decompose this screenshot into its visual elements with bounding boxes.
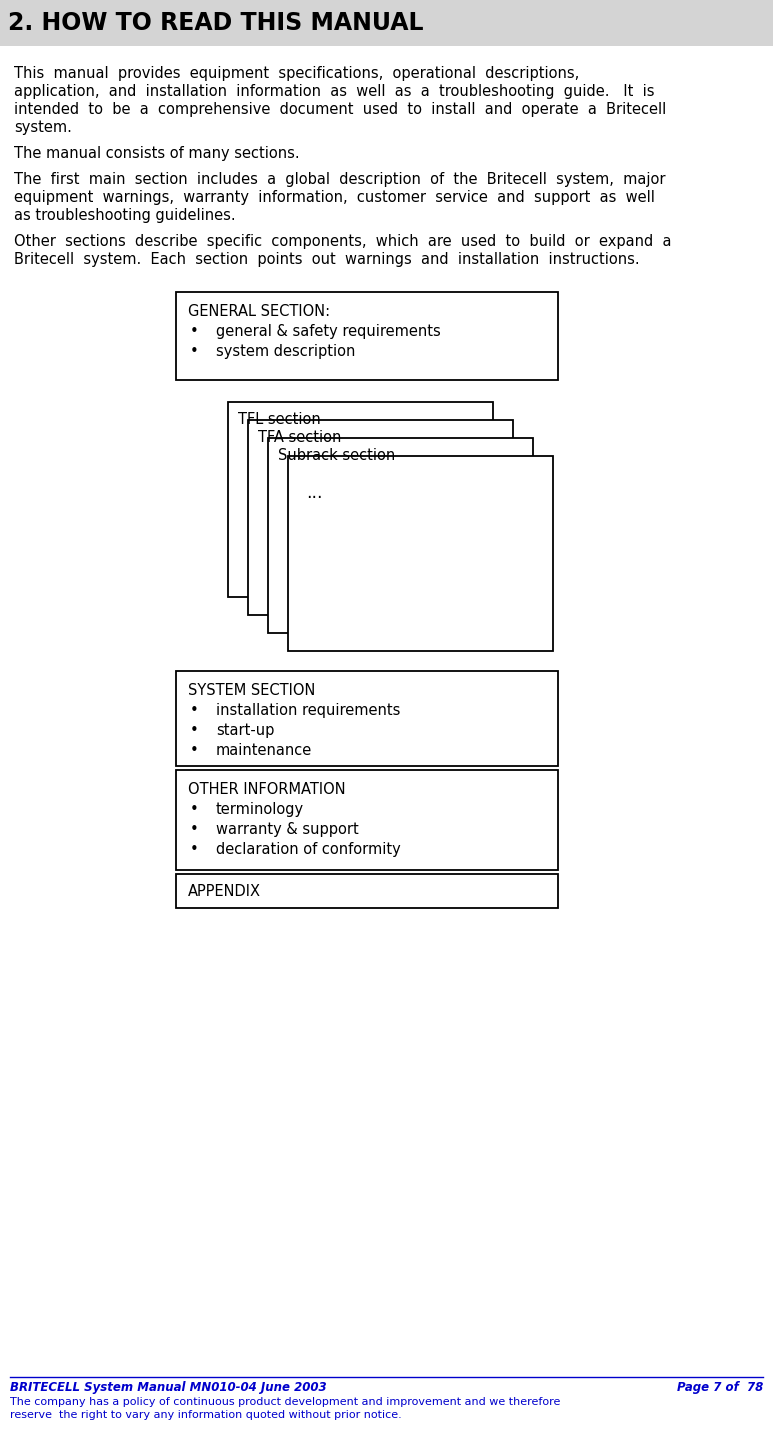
Text: maintenance: maintenance [216, 743, 312, 759]
Text: •: • [190, 802, 199, 816]
Text: The  first  main  section  includes  a  global  description  of  the  Britecell : The first main section includes a global… [14, 172, 666, 186]
Text: system description: system description [216, 344, 356, 358]
Text: as troubleshooting guidelines.: as troubleshooting guidelines. [14, 208, 236, 223]
Text: Page 7 of  78: Page 7 of 78 [676, 1381, 763, 1394]
Bar [248, 420, 513, 616]
Text: APPENDIX: APPENDIX [188, 884, 261, 899]
Text: declaration of conformity: declaration of conformity [216, 842, 400, 857]
Text: equipment  warnings,  warranty  information,  customer  service  and  support  a: equipment warnings, warranty information… [14, 189, 655, 205]
Text: •: • [190, 842, 199, 857]
Bar [288, 457, 553, 652]
Text: start-up: start-up [216, 722, 274, 738]
Text: The company has a policy of continuous product development and improvement and w: The company has a policy of continuous p… [10, 1397, 560, 1420]
Text: This  manual  provides  equipment  specifications,  operational  descriptions,: This manual provides equipment specifica… [14, 66, 579, 81]
Bar [228, 402, 493, 597]
Text: SYSTEM SECTION: SYSTEM SECTION [188, 683, 315, 698]
Text: GENERAL SECTION:: GENERAL SECTION: [188, 303, 330, 319]
Text: warranty & support: warranty & support [216, 822, 359, 837]
Text: terminology: terminology [216, 802, 304, 816]
Text: TFL section: TFL section [238, 412, 321, 428]
Text: •: • [190, 324, 199, 340]
Text: system.: system. [14, 120, 72, 134]
Text: BRITECELL System Manual MN010-04 June 2003: BRITECELL System Manual MN010-04 June 20… [10, 1381, 327, 1394]
Text: general & safety requirements: general & safety requirements [216, 324, 441, 340]
Bar [176, 292, 558, 380]
Bar [0, 0, 773, 46]
Text: •: • [190, 704, 199, 718]
Text: Britecell  system.  Each  section  points  out  warnings  and  installation  ins: Britecell system. Each section points ou… [14, 251, 639, 267]
Text: ...: ... [306, 484, 322, 501]
Text: installation requirements: installation requirements [216, 704, 400, 718]
Bar [268, 438, 533, 633]
Text: •: • [190, 344, 199, 358]
Text: TFA section: TFA section [258, 431, 342, 445]
Text: •: • [190, 743, 199, 759]
Bar [176, 670, 558, 766]
Text: •: • [190, 722, 199, 738]
Text: The manual consists of many sections.: The manual consists of many sections. [14, 146, 300, 160]
Bar [176, 770, 558, 870]
Text: Subrack section: Subrack section [278, 448, 395, 462]
Bar [176, 874, 558, 907]
Text: intended  to  be  a  comprehensive  document  used  to  install  and  operate  a: intended to be a comprehensive document … [14, 103, 666, 117]
Text: application,  and  installation  information  as  well  as  a  troubleshooting  : application, and installation informatio… [14, 84, 655, 100]
Text: Other  sections  describe  specific  components,  which  are  used  to  build  o: Other sections describe specific compone… [14, 234, 672, 249]
Text: 2. HOW TO READ THIS MANUAL: 2. HOW TO READ THIS MANUAL [8, 12, 424, 35]
Text: •: • [190, 822, 199, 837]
Text: OTHER INFORMATION: OTHER INFORMATION [188, 782, 346, 798]
